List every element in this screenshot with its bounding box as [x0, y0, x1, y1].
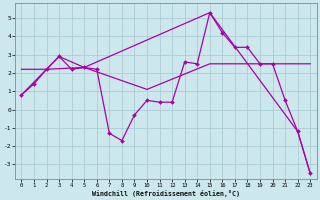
- X-axis label: Windchill (Refroidissement éolien,°C): Windchill (Refroidissement éolien,°C): [92, 190, 240, 197]
